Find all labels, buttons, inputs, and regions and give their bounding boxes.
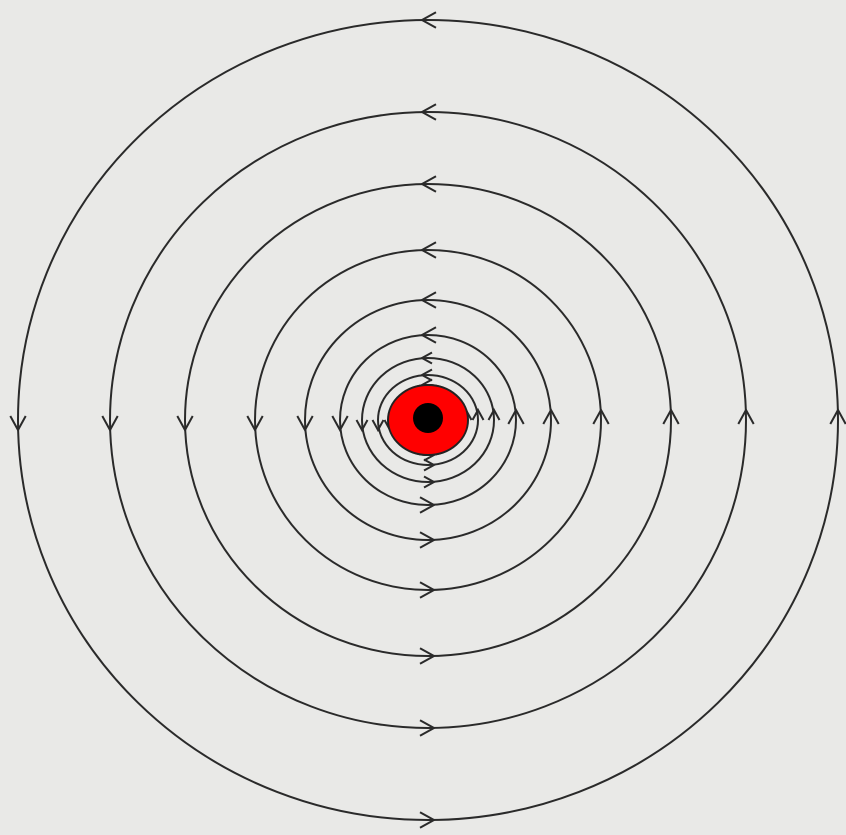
field-ring bbox=[339, 334, 517, 506]
arrowhead bbox=[296, 415, 314, 433]
field-ring bbox=[109, 111, 747, 729]
arrowhead bbox=[419, 291, 437, 309]
field-ring bbox=[254, 249, 602, 591]
field-ring bbox=[17, 19, 839, 821]
arrowhead bbox=[331, 415, 349, 433]
field-ring bbox=[361, 357, 495, 483]
arrowhead bbox=[662, 407, 680, 425]
arrowhead bbox=[419, 719, 437, 737]
arrowhead bbox=[592, 407, 610, 425]
arrowhead bbox=[9, 415, 27, 433]
arrowhead bbox=[419, 103, 437, 121]
arrowhead bbox=[419, 351, 433, 365]
arrowhead bbox=[507, 407, 525, 425]
conductor-core bbox=[413, 403, 443, 433]
field-ring bbox=[184, 183, 672, 657]
field-ring bbox=[304, 299, 552, 541]
arrowhead bbox=[246, 415, 264, 433]
arrowhead bbox=[419, 647, 437, 665]
arrowhead bbox=[419, 811, 437, 829]
arrowhead bbox=[829, 407, 846, 425]
arrowhead bbox=[419, 368, 433, 382]
arrowhead bbox=[737, 407, 755, 425]
arrowhead bbox=[419, 241, 437, 259]
arrowhead bbox=[419, 326, 437, 344]
arrowhead bbox=[487, 407, 501, 421]
arrowhead bbox=[542, 407, 560, 425]
arrowhead bbox=[423, 475, 437, 489]
arrowhead bbox=[355, 419, 369, 433]
field-ring bbox=[377, 374, 479, 466]
arrowhead bbox=[176, 415, 194, 433]
arrowhead bbox=[423, 458, 437, 472]
arrowhead bbox=[371, 419, 385, 433]
arrowhead bbox=[419, 11, 437, 29]
arrowhead bbox=[419, 496, 437, 514]
arrowhead bbox=[471, 407, 485, 421]
arrowhead bbox=[419, 175, 437, 193]
arrowhead bbox=[419, 531, 437, 549]
arrowhead bbox=[101, 415, 119, 433]
arrowhead bbox=[419, 581, 437, 599]
